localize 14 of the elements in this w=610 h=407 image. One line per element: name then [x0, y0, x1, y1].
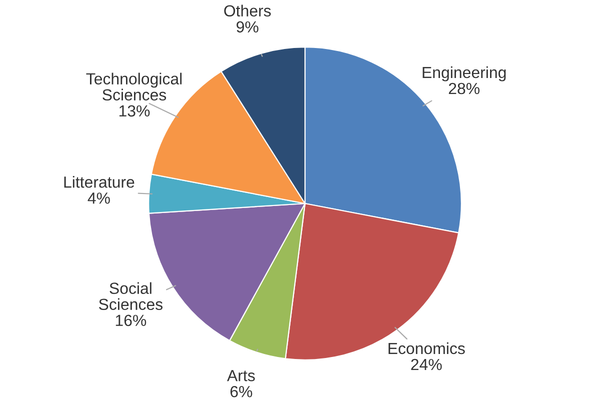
data-label: 6%: [230, 386, 252, 398]
data-label: 16%: [116, 314, 146, 326]
slice-label: Others: [224, 4, 271, 17]
slice-label: Economics: [388, 342, 465, 354]
data-label: 28%: [448, 82, 480, 94]
data-label: 4%: [88, 192, 110, 204]
data-label: 13%: [119, 105, 150, 117]
data-label: 24%: [411, 358, 442, 370]
slice-label: Litterature: [64, 176, 134, 188]
slice-label: Engineering: [422, 66, 506, 82]
slice-label: Arts: [227, 370, 255, 382]
slice-label: Technological Sciences: [86, 72, 182, 101]
slice-label: Social Sciences: [99, 282, 163, 310]
data-label: 9%: [236, 21, 258, 33]
